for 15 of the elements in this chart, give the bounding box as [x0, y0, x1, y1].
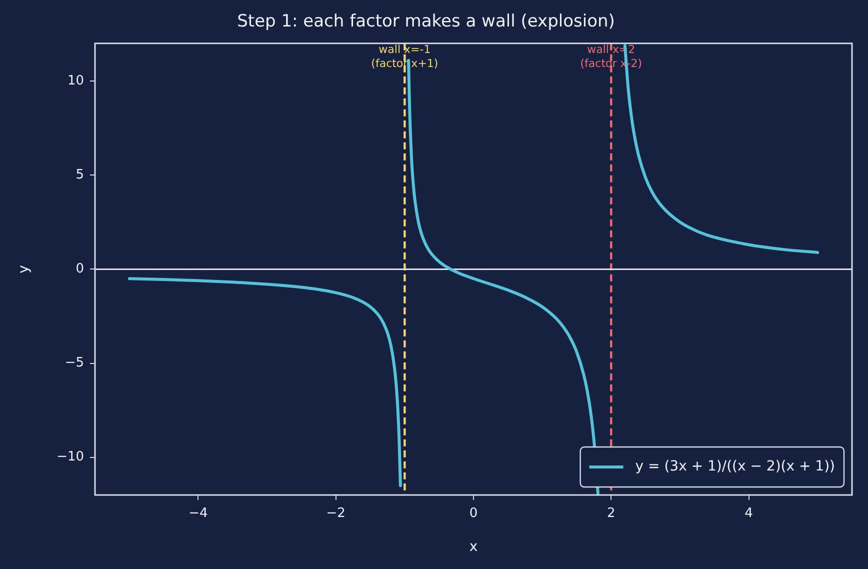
y-tick-label: −5	[64, 356, 84, 371]
y-tick-label: 0	[76, 262, 84, 277]
x-tick-label: −2	[326, 506, 346, 522]
ref-line-label: wall x=-1 (factor x+1)	[371, 42, 438, 70]
chart-title: Step 1: each factor makes a wall (explosion)	[237, 12, 615, 32]
x-tick-label: 4	[744, 506, 753, 522]
x-tick-label: 2	[606, 506, 616, 522]
y-tick-label: 10	[67, 73, 84, 88]
y-tick-label: 5	[76, 167, 84, 182]
x-tick-label: 0	[469, 506, 478, 522]
y-tick-label: −10	[56, 450, 84, 465]
legend-label: y = (3x + 1)/((x − 2)(x + 1))	[635, 458, 836, 475]
x-tick-label: −4	[188, 506, 208, 522]
x-axis-title: x	[469, 539, 478, 556]
y-axis-title: y	[16, 265, 32, 274]
